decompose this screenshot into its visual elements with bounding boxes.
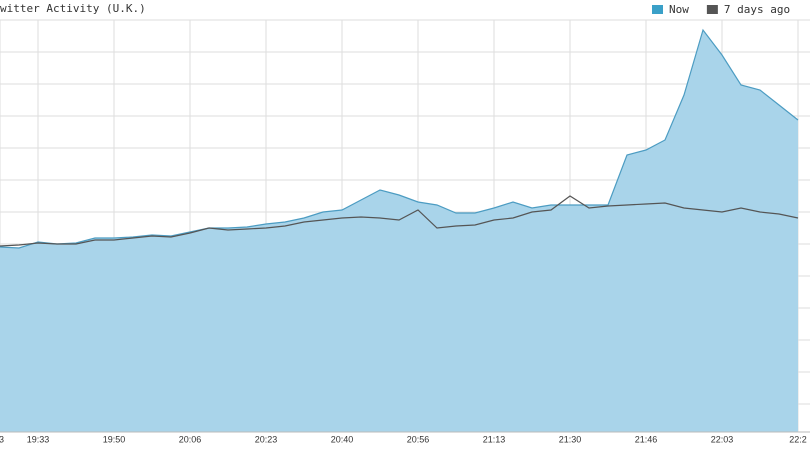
x-tick-label: 19:33 [27, 434, 50, 444]
line [0, 28, 799, 249]
legend-swatch [652, 5, 663, 14]
x-tick-label: 22:03 [711, 434, 734, 444]
x-tick-label: 21:46 [635, 434, 658, 444]
x-tick-label: 3 [0, 434, 4, 444]
chart-title: witter Activity (U.K.) [0, 2, 146, 15]
x-tick-label: 20:40 [331, 434, 354, 444]
legend-label: 7 days ago [724, 3, 790, 16]
legend-label: Now [669, 3, 689, 16]
x-tick-label: 21:13 [483, 434, 506, 444]
x-tick-label: 20:56 [407, 434, 430, 444]
x-tick-label: 20:23 [255, 434, 278, 444]
x-tick-label: 19:50 [103, 434, 126, 444]
x-tick-label: 20:06 [179, 434, 202, 444]
legend-swatch [706, 5, 718, 14]
line [0, 195, 799, 247]
x-tick-label: 22:2 [789, 434, 807, 444]
x-tick-label: 21:30 [559, 434, 582, 444]
area [0, 30, 798, 432]
